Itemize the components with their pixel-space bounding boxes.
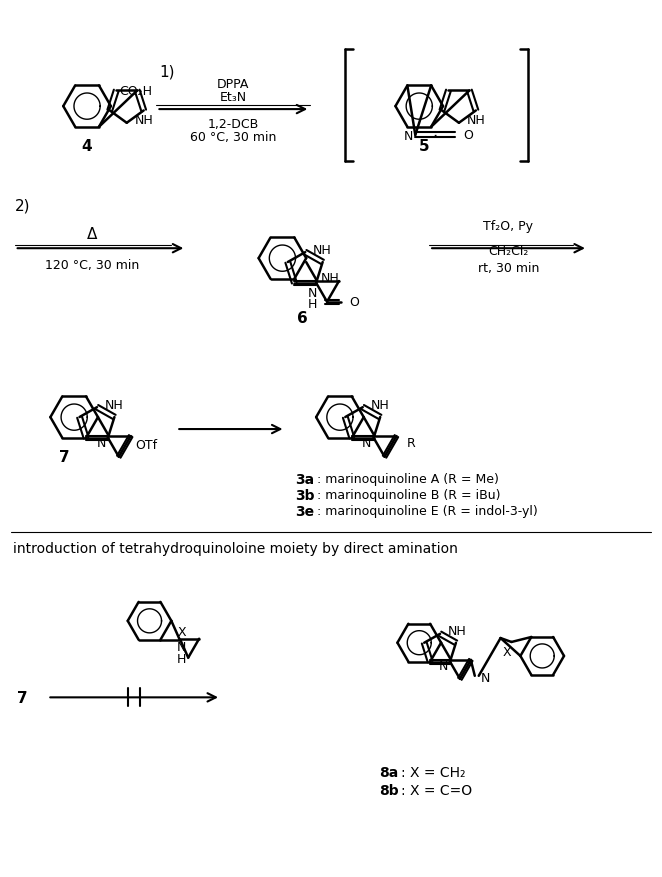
Text: 6: 6 <box>297 311 308 326</box>
Text: NH: NH <box>134 114 154 127</box>
Text: Tf₂O, Py: Tf₂O, Py <box>483 219 534 232</box>
Text: : X = C=O: : X = C=O <box>401 783 473 797</box>
Text: introduction of tetrahydroquinoloine moiety by direct amination: introduction of tetrahydroquinoloine moi… <box>13 542 457 556</box>
Text: H: H <box>307 298 317 311</box>
Text: N: N <box>177 640 186 653</box>
Text: X: X <box>178 625 187 638</box>
Text: rt, 30 min: rt, 30 min <box>478 261 539 275</box>
Text: H: H <box>177 652 186 666</box>
Text: Δ: Δ <box>87 226 97 241</box>
Text: N: N <box>481 672 490 685</box>
Text: NH: NH <box>321 272 340 285</box>
Text: NH: NH <box>371 398 389 411</box>
Text: 8a: 8a <box>379 765 399 779</box>
Text: 60 °C, 30 min: 60 °C, 30 min <box>190 132 277 144</box>
Text: 8b: 8b <box>379 783 399 797</box>
Text: 1): 1) <box>160 65 175 80</box>
Text: 2): 2) <box>15 199 30 214</box>
Text: NH: NH <box>313 244 332 256</box>
Text: : marinoquinoline A (R = Me): : marinoquinoline A (R = Me) <box>317 473 499 486</box>
Text: 3a: 3a <box>295 472 314 486</box>
Text: NH: NH <box>448 624 467 638</box>
Text: 4: 4 <box>81 139 93 154</box>
Text: R: R <box>406 436 415 449</box>
Text: 120 °C, 30 min: 120 °C, 30 min <box>45 259 139 271</box>
Text: 3e: 3e <box>295 504 314 518</box>
Text: DPPA: DPPA <box>217 78 250 90</box>
Text: CH₂Cl₂: CH₂Cl₂ <box>489 245 529 258</box>
Text: N: N <box>404 131 413 143</box>
Text: : X = CH₂: : X = CH₂ <box>401 765 466 779</box>
Text: NH: NH <box>467 114 486 127</box>
Text: X: X <box>502 645 511 659</box>
Text: N: N <box>307 287 317 300</box>
Text: OTf: OTf <box>136 438 158 451</box>
Text: : marinoquinoline B (R = iBu): : marinoquinoline B (R = iBu) <box>317 488 500 502</box>
Text: ·: · <box>432 128 438 146</box>
Text: 3b: 3b <box>295 488 315 502</box>
Text: N: N <box>438 660 448 673</box>
Text: O: O <box>349 296 359 309</box>
Text: NH: NH <box>105 398 124 411</box>
Text: Et₃N: Et₃N <box>220 90 247 103</box>
Text: 5: 5 <box>419 139 430 154</box>
Text: : marinoquinoline E (R = indol-3-yl): : marinoquinoline E (R = indol-3-yl) <box>317 504 538 517</box>
Text: 1,2-DCB: 1,2-DCB <box>208 118 259 131</box>
Text: O: O <box>463 129 473 142</box>
Text: N: N <box>96 436 106 449</box>
Text: N: N <box>362 436 371 449</box>
Text: 7: 7 <box>17 690 28 705</box>
Text: CO₂H: CO₂H <box>118 85 152 98</box>
Text: 7: 7 <box>59 450 70 465</box>
